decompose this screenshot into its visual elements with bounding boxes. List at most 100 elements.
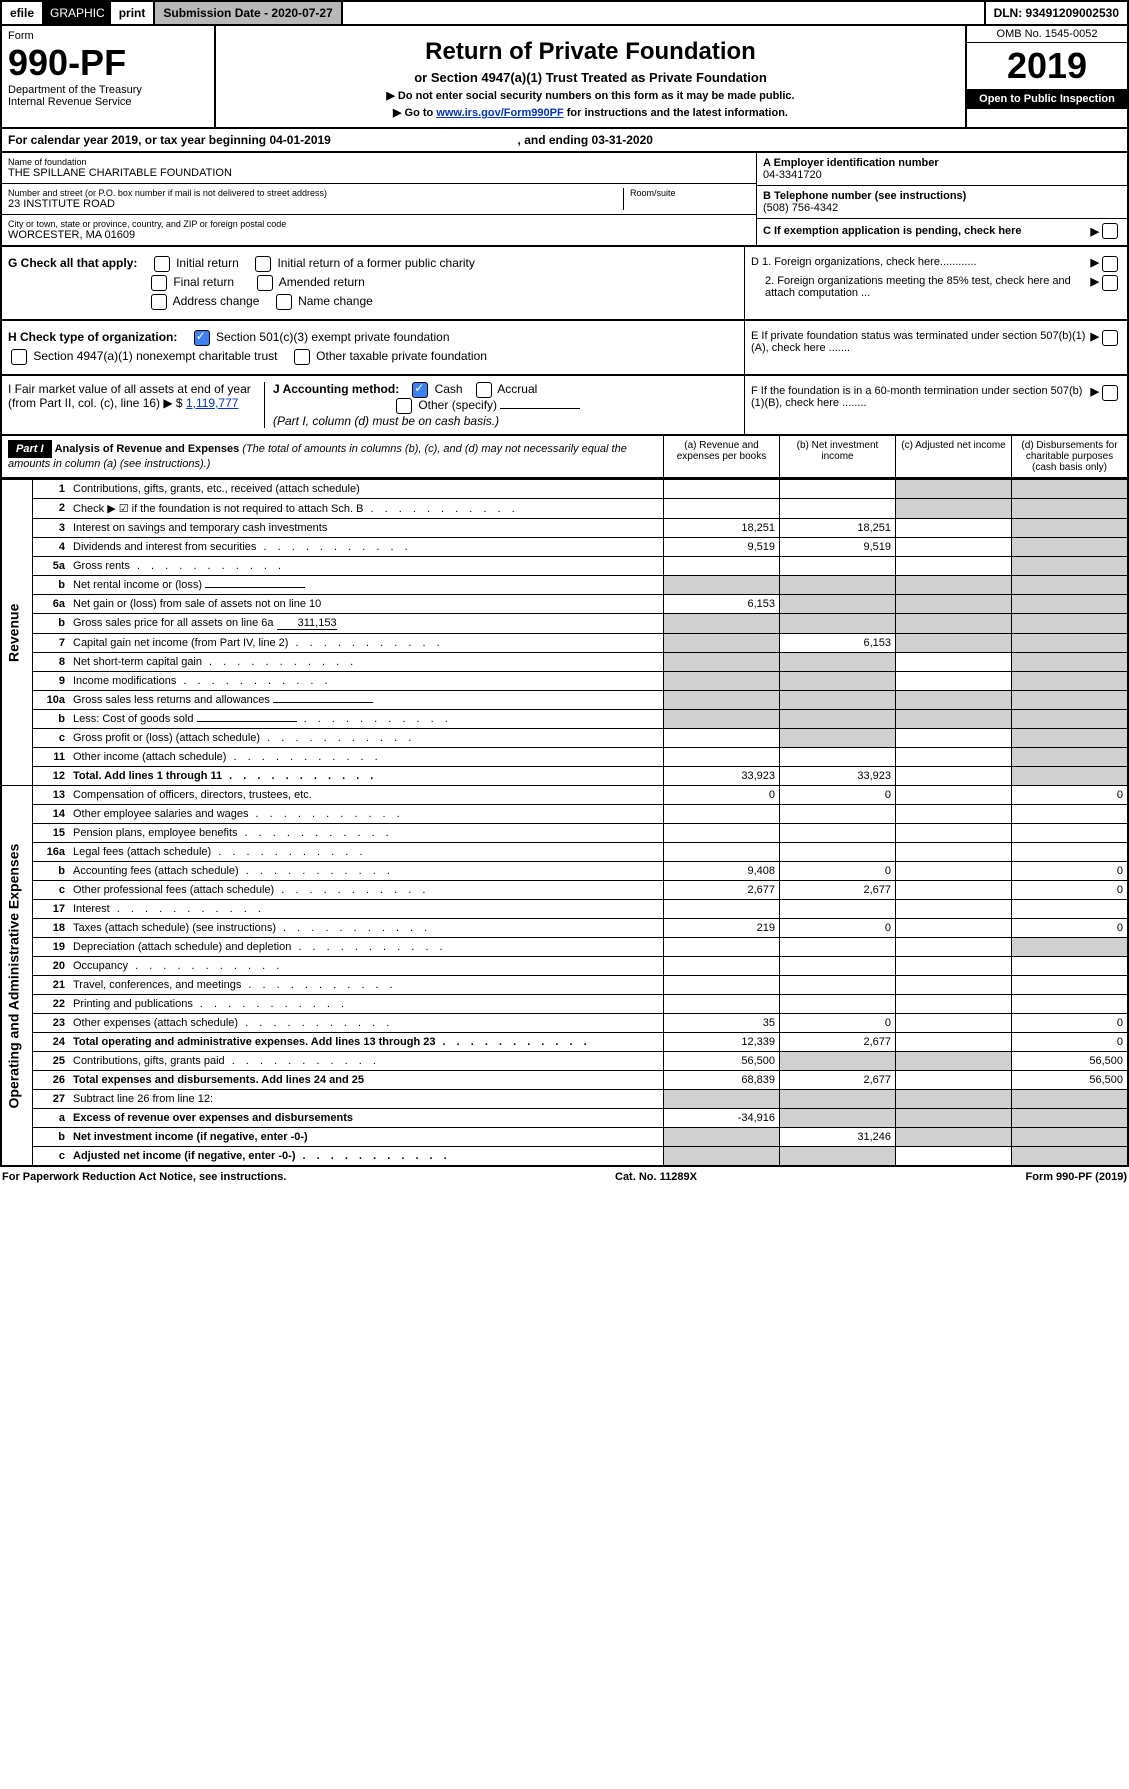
g-initial-checkbox[interactable] — [154, 256, 170, 272]
footer-left: For Paperwork Reduction Act Notice, see … — [2, 1171, 286, 1183]
cell-a: 56,500 — [664, 1052, 780, 1071]
j-other-checkbox[interactable] — [396, 398, 412, 414]
room-label: Room/suite — [630, 188, 750, 198]
table-row: cAdjusted net income (if negative, enter… — [1, 1147, 1128, 1167]
cell-b — [780, 957, 896, 976]
j-cash-checkbox[interactable] — [412, 382, 428, 398]
line-number: 10a — [33, 691, 70, 710]
e-checkbox[interactable] — [1102, 330, 1118, 346]
instr-1: ▶ Do not enter social security numbers o… — [224, 89, 957, 102]
table-row: 5aGross rents — [1, 557, 1128, 576]
j-note: (Part I, column (d) must be on cash basi… — [273, 414, 738, 428]
table-row: 14Other employee salaries and wages — [1, 805, 1128, 824]
cell-a: 9,519 — [664, 538, 780, 557]
arrow-icon: ▶ — [1091, 225, 1099, 238]
irs-link[interactable]: www.irs.gov/Form990PF — [436, 107, 563, 119]
d2-checkbox[interactable] — [1102, 275, 1118, 291]
cell-b: 31,246 — [780, 1128, 896, 1147]
e-label: E If private foundation status was termi… — [751, 330, 1091, 354]
cell-c — [896, 710, 1012, 729]
line-number: 24 — [33, 1033, 70, 1052]
cell-a — [664, 710, 780, 729]
cell-c — [896, 538, 1012, 557]
g-final-checkbox[interactable] — [151, 275, 167, 291]
cell-c — [896, 672, 1012, 691]
line-description: Interest on savings and temporary cash i… — [69, 519, 664, 538]
cell-c — [896, 919, 1012, 938]
name-label: Name of foundation — [8, 157, 750, 167]
tel-label: B Telephone number (see instructions) — [763, 190, 1121, 202]
arrow-icon: ▶ — [1091, 275, 1099, 299]
line-description: Less: Cost of goods sold — [69, 710, 664, 729]
cell-a — [664, 748, 780, 767]
cell-d — [1012, 710, 1129, 729]
g-amended-checkbox[interactable] — [257, 275, 273, 291]
cell-b: 0 — [780, 786, 896, 805]
g-opt-name: Name change — [298, 294, 373, 308]
d1-checkbox[interactable] — [1102, 256, 1118, 272]
cell-d — [1012, 557, 1129, 576]
line-number: 11 — [33, 748, 70, 767]
table-row: 11Other income (attach schedule) — [1, 748, 1128, 767]
table-row: bNet investment income (if negative, ent… — [1, 1128, 1128, 1147]
j-accrual-checkbox[interactable] — [476, 382, 492, 398]
instr-2-post: for instructions and the latest informat… — [567, 107, 788, 119]
form-title: Return of Private Foundation — [224, 38, 957, 66]
cell-c — [896, 900, 1012, 919]
arrow-icon: ▶ — [1091, 385, 1099, 409]
org-info: Name of foundation THE SPILLANE CHARITAB… — [0, 153, 1129, 247]
dept-label: Department of the Treasury — [8, 84, 208, 96]
calendar-year-row: For calendar year 2019, or tax year begi… — [0, 129, 1129, 153]
line-description: Net investment income (if negative, ente… — [69, 1128, 664, 1147]
table-row: 26Total expenses and disbursements. Add … — [1, 1071, 1128, 1090]
cell-c — [896, 1128, 1012, 1147]
c-checkbox[interactable] — [1102, 223, 1118, 239]
h-other-checkbox[interactable] — [294, 349, 310, 365]
cal-pre: For calendar year 2019, or tax year begi… — [8, 133, 269, 147]
city-label: City or town, state or province, country… — [8, 219, 750, 229]
g-address-checkbox[interactable] — [151, 294, 167, 310]
cell-c — [896, 499, 1012, 519]
f-checkbox[interactable] — [1102, 385, 1118, 401]
form-label: Form — [8, 30, 208, 42]
print-label[interactable]: print — [111, 2, 156, 24]
cell-d — [1012, 900, 1129, 919]
line-description: Net short-term capital gain — [69, 653, 664, 672]
h-501c3-checkbox[interactable] — [194, 330, 210, 346]
cell-c — [896, 957, 1012, 976]
irs-label: Internal Revenue Service — [8, 96, 208, 108]
cell-d — [1012, 824, 1129, 843]
table-row: Revenue1Contributions, gifts, grants, et… — [1, 480, 1128, 499]
cell-b — [780, 976, 896, 995]
table-row: 24Total operating and administrative exp… — [1, 1033, 1128, 1052]
cell-c — [896, 767, 1012, 786]
footer-right: Form 990-PF (2019) — [1026, 1171, 1127, 1183]
tax-year: 2019 — [967, 43, 1127, 89]
line-description: Total operating and administrative expen… — [69, 1033, 664, 1052]
ein-value: 04-3341720 — [763, 169, 1121, 181]
i-value-link[interactable]: 1,119,777 — [186, 396, 239, 410]
cell-d — [1012, 748, 1129, 767]
cell-b: 0 — [780, 862, 896, 881]
table-row: 4Dividends and interest from securities9… — [1, 538, 1128, 557]
cell-b: 0 — [780, 1014, 896, 1033]
cell-c — [896, 557, 1012, 576]
city-state-zip: WORCESTER, MA 01609 — [8, 229, 750, 241]
line-description: Other expenses (attach schedule) — [69, 1014, 664, 1033]
cell-b: 0 — [780, 919, 896, 938]
cell-d — [1012, 499, 1129, 519]
cell-d: 0 — [1012, 881, 1129, 900]
line-number: 4 — [33, 538, 70, 557]
line-number: 26 — [33, 1071, 70, 1090]
cell-a — [664, 1090, 780, 1109]
cell-a — [664, 576, 780, 595]
cell-b: 6,153 — [780, 634, 896, 653]
cell-d — [1012, 480, 1129, 499]
table-row: aExcess of revenue over expenses and dis… — [1, 1109, 1128, 1128]
cell-a — [664, 976, 780, 995]
header-center: Return of Private Foundation or Section … — [216, 26, 965, 127]
g-initial-former-checkbox[interactable] — [255, 256, 271, 272]
h-4947-checkbox[interactable] — [11, 349, 27, 365]
cell-b: 2,677 — [780, 1033, 896, 1052]
g-name-checkbox[interactable] — [276, 294, 292, 310]
